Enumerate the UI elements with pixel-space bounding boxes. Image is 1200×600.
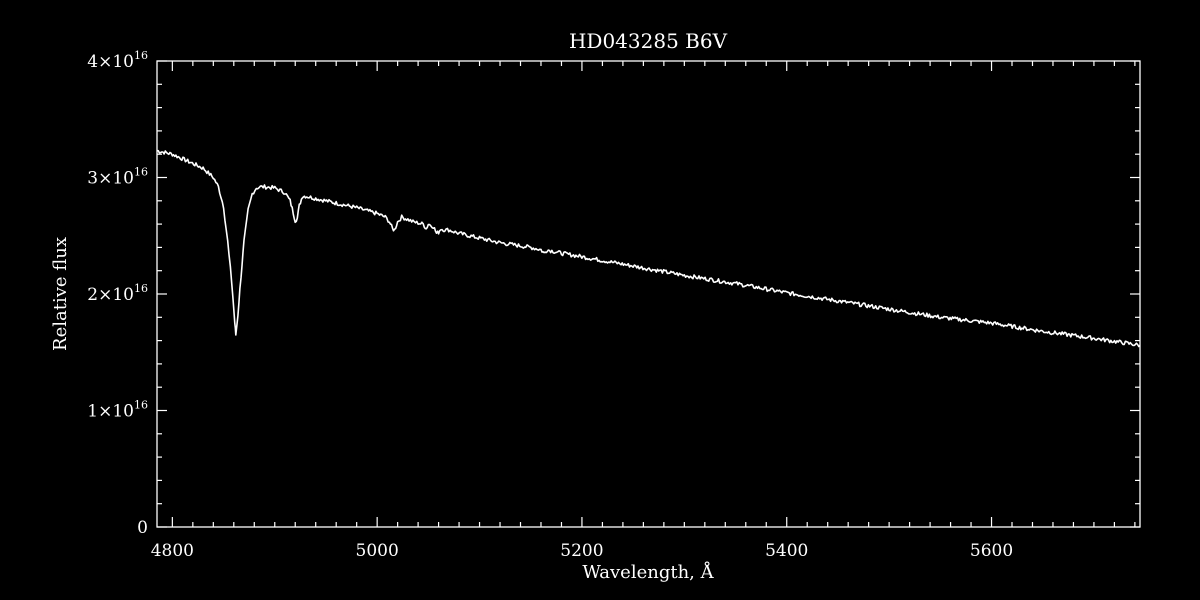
axis-ticks [157,60,1140,528]
x-tick-label: 5000 [356,541,399,561]
y-tick-labels: 0 1×1016 2×1016 3×1016 4×1016 [87,49,148,538]
y-tick-label: 2×1016 [87,282,148,305]
chart-title: HD043285 B6V [569,29,728,53]
y-tick-label: 0 [137,518,148,538]
y-axis-label: Relative flux [50,237,71,351]
x-tick-label: 5400 [765,541,808,561]
y-tick-label: 1×1016 [87,399,148,422]
x-axis-label: Wavelength, Å [582,561,714,583]
x-tick-label: 5200 [560,541,603,561]
y-tick-label: 4×1016 [87,49,148,72]
x-tick-label: 4800 [151,541,194,561]
x-tick-labels: 4800 5000 5200 5400 5600 [151,541,1013,561]
spectrum-line [157,149,1141,348]
y-tick-label: 3×1016 [87,166,148,189]
x-tick-label: 5600 [970,541,1013,561]
